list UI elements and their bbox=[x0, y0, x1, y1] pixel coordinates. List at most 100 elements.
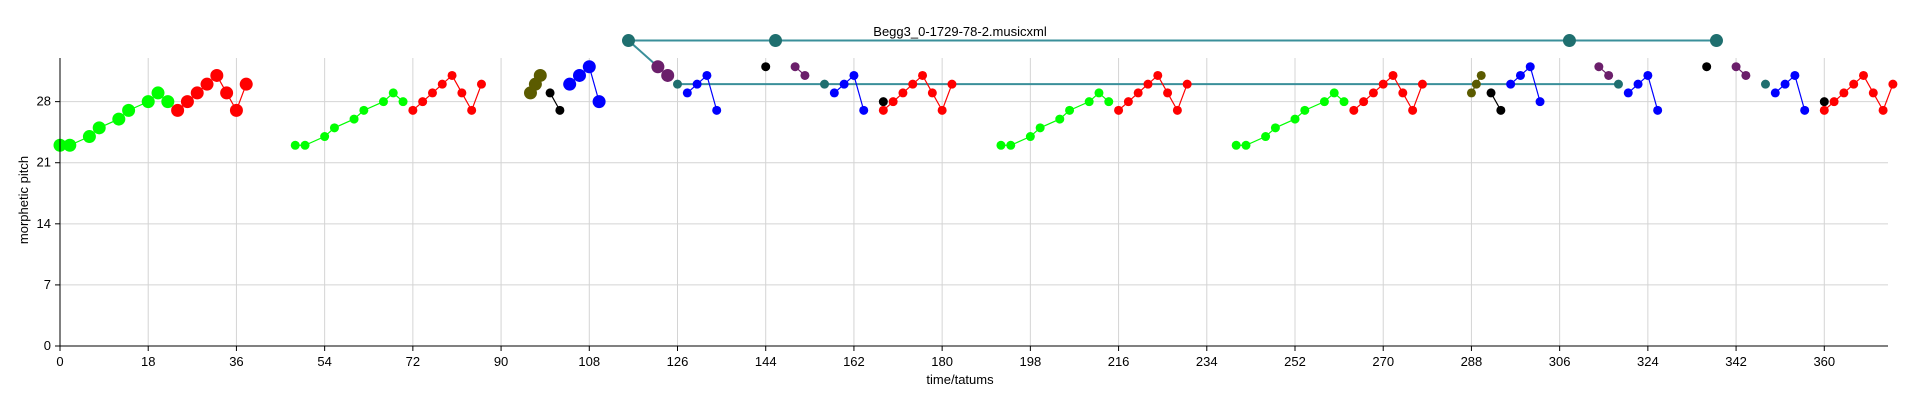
series-line bbox=[1627, 74, 1659, 111]
data-point bbox=[1839, 88, 1849, 98]
data-point bbox=[878, 105, 888, 115]
data-point bbox=[1770, 88, 1780, 98]
y-tick-label: 28 bbox=[37, 94, 51, 109]
x-tick-label: 0 bbox=[56, 354, 63, 369]
data-point bbox=[1104, 97, 1114, 107]
data-point bbox=[1359, 97, 1369, 107]
motif-marker bbox=[621, 34, 635, 48]
data-point bbox=[712, 105, 722, 115]
x-tick-label: 342 bbox=[1725, 354, 1747, 369]
data-point bbox=[1868, 88, 1878, 98]
data-point bbox=[820, 79, 830, 89]
data-point bbox=[1731, 62, 1741, 72]
data-point bbox=[1506, 79, 1516, 89]
data-point bbox=[1055, 114, 1065, 124]
data-point bbox=[437, 79, 447, 89]
data-point bbox=[1006, 140, 1016, 150]
data-point bbox=[290, 140, 300, 150]
data-point bbox=[229, 103, 243, 117]
data-point bbox=[349, 114, 359, 124]
data-point bbox=[239, 77, 253, 91]
connector-lines bbox=[627, 39, 1717, 86]
data-point bbox=[161, 95, 175, 109]
data-point bbox=[220, 86, 234, 100]
data-point bbox=[1349, 105, 1359, 115]
x-tick-label: 144 bbox=[755, 354, 777, 369]
data-point bbox=[1496, 105, 1506, 115]
data-point bbox=[947, 79, 957, 89]
data-point bbox=[702, 70, 712, 80]
x-axis-label: time/tatums bbox=[926, 372, 994, 387]
data-point bbox=[1270, 123, 1280, 133]
data-point bbox=[1525, 62, 1535, 72]
data-point bbox=[898, 88, 908, 98]
data-point bbox=[457, 88, 467, 98]
data-point bbox=[1123, 97, 1133, 107]
data-point bbox=[427, 88, 437, 98]
x-tick-label: 288 bbox=[1461, 354, 1483, 369]
data-point bbox=[1849, 79, 1859, 89]
data-point bbox=[122, 103, 136, 117]
y-tick-label: 21 bbox=[37, 155, 51, 170]
data-point bbox=[1339, 97, 1349, 107]
data-point bbox=[1515, 70, 1525, 80]
data-point bbox=[790, 62, 800, 72]
data-point bbox=[1231, 140, 1241, 150]
data-point bbox=[418, 97, 428, 107]
series-line bbox=[833, 74, 865, 111]
data-point bbox=[171, 103, 185, 117]
data-point bbox=[927, 88, 937, 98]
x-tick-label: 306 bbox=[1549, 354, 1571, 369]
y-axis-label: morphetic pitch bbox=[16, 156, 31, 244]
series-line bbox=[569, 65, 600, 102]
x-tick-label: 162 bbox=[843, 354, 865, 369]
data-point bbox=[1065, 105, 1075, 115]
data-point bbox=[1025, 132, 1035, 142]
data-point bbox=[378, 97, 388, 107]
motif-marker bbox=[769, 34, 783, 48]
data-point bbox=[918, 70, 928, 80]
data-point bbox=[1878, 105, 1888, 115]
x-tick-label: 324 bbox=[1637, 354, 1659, 369]
data-point bbox=[545, 88, 555, 98]
data-point bbox=[1888, 79, 1898, 89]
data-point bbox=[1471, 79, 1481, 89]
data-point bbox=[359, 105, 369, 115]
data-point bbox=[1084, 97, 1094, 107]
data-point bbox=[1035, 123, 1045, 133]
data-point bbox=[661, 68, 675, 82]
chart-title: Begg3_0-1729-78-2.musicxml bbox=[873, 24, 1047, 39]
data-point bbox=[682, 88, 692, 98]
data-point bbox=[1133, 88, 1143, 98]
data-point bbox=[1398, 88, 1408, 98]
data-point bbox=[63, 138, 77, 152]
motif-marker bbox=[1709, 34, 1723, 48]
data-point bbox=[210, 68, 224, 82]
data-point bbox=[1741, 70, 1751, 80]
data-point bbox=[1368, 88, 1378, 98]
data-point bbox=[151, 86, 165, 100]
data-point bbox=[300, 140, 310, 150]
data-point bbox=[533, 68, 547, 82]
data-point bbox=[1466, 88, 1476, 98]
data-point bbox=[1819, 105, 1829, 115]
data-point bbox=[1172, 105, 1182, 115]
data-point bbox=[1143, 79, 1153, 89]
motif-marker bbox=[1562, 34, 1576, 48]
x-tick-label: 216 bbox=[1108, 354, 1130, 369]
x-tick-label: 234 bbox=[1196, 354, 1218, 369]
data-point bbox=[388, 88, 398, 98]
data-point bbox=[1633, 79, 1643, 89]
data-point bbox=[408, 105, 418, 115]
data-point bbox=[563, 77, 577, 91]
data-point bbox=[829, 88, 839, 98]
data-point bbox=[908, 79, 918, 89]
series-line bbox=[1774, 74, 1806, 111]
data-point bbox=[1760, 79, 1770, 89]
data-point bbox=[1702, 62, 1712, 72]
x-tick-label: 270 bbox=[1372, 354, 1394, 369]
series-layer bbox=[53, 34, 1898, 152]
data-point bbox=[467, 105, 477, 115]
data-point bbox=[800, 70, 810, 80]
data-point bbox=[1300, 105, 1310, 115]
